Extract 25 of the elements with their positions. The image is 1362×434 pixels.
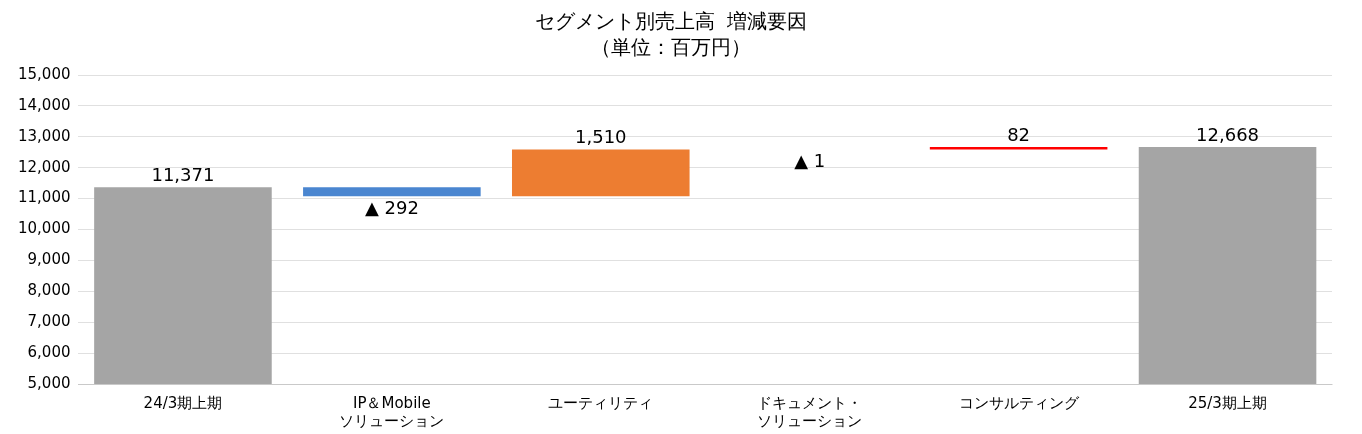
y-tick-label: 12,000 [17, 157, 71, 176]
chart-subtitle: （単位：百万円） [591, 35, 751, 60]
y-tick-label: 7,000 [27, 312, 71, 331]
data-label: 1,510 [575, 126, 627, 148]
x-tick-label: コンサルティング [958, 393, 1080, 412]
x-tick-label: 25/3期上期 [1188, 393, 1267, 412]
x-tick-label: ユーティリティ [548, 393, 654, 412]
y-tick-label: 8,000 [27, 281, 71, 300]
x-tick-label: IP＆Mobileソリューション [339, 393, 445, 430]
y-tick-label: 11,000 [17, 188, 71, 207]
data-label: 82 [1007, 123, 1031, 145]
y-tick-label: 10,000 [17, 219, 71, 238]
x-tick-label: 24/3期上期 [143, 393, 223, 412]
y-tick-label: 14,000 [17, 95, 71, 114]
data-label: 12,668 [1196, 123, 1260, 145]
y-tick-label: 5,000 [27, 373, 71, 392]
y-tick-label: 9,000 [27, 250, 71, 269]
chart-title: セグメント別売上高 増減要因 [534, 9, 808, 34]
y-tick-label: 13,000 [17, 126, 71, 145]
data-label: 11,371 [151, 163, 215, 185]
y-tick-label: 15,000 [17, 64, 71, 83]
y-tick-label: 6,000 [27, 342, 71, 361]
data-label: ▲ 292 [364, 196, 419, 218]
data-label: ▲ 1 [794, 150, 826, 172]
x-tick-label: ドキュメント・ソリューション [757, 393, 863, 430]
